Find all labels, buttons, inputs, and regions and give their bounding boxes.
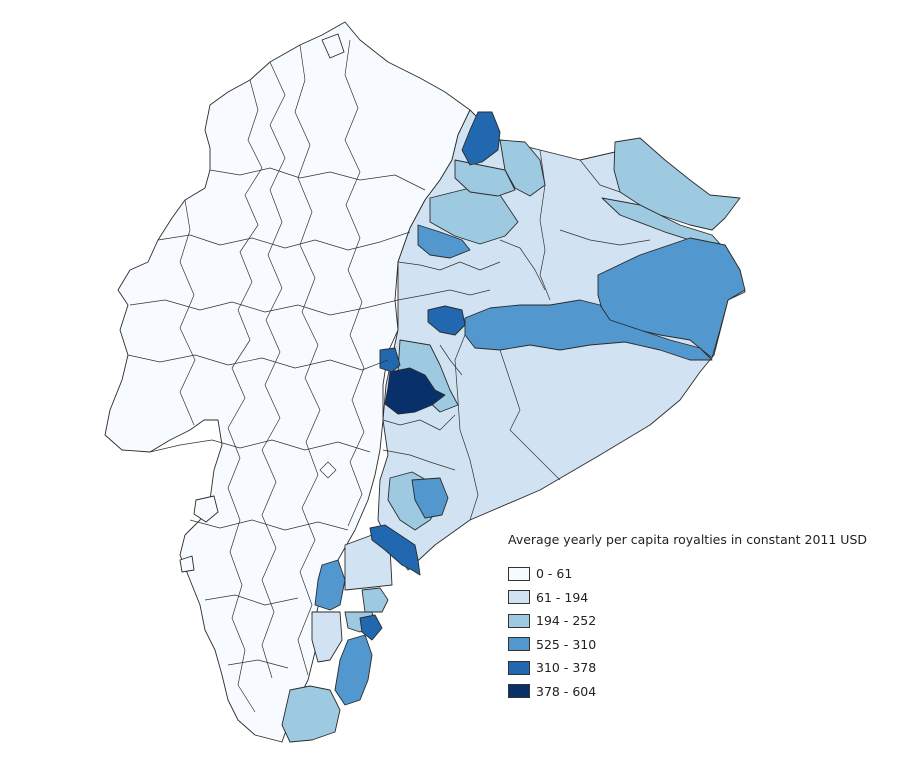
legend-item: 194 - 252 [508, 609, 867, 633]
region-class-525-310-c [417, 224, 471, 259]
legend-swatch [508, 566, 530, 581]
region-class-310-378-b [427, 305, 466, 336]
legend-swatch [508, 613, 530, 628]
region-class-525-310-e [314, 559, 346, 611]
legend-item: 378 - 604 [508, 680, 867, 704]
region-class-0-west [104, 21, 471, 743]
legend-item: 310 - 378 [508, 656, 867, 680]
internal-boundaries-east [382, 149, 651, 521]
legend-label: 310 - 378 [536, 660, 597, 676]
legend-label: 194 - 252 [536, 613, 597, 629]
region-class-378-604 [384, 367, 446, 415]
legend-item: 0 - 61 [508, 562, 867, 586]
legend-swatch [508, 590, 530, 605]
map-legend: Average yearly per capita royalties in c… [508, 532, 867, 703]
region-class-310-378-e [359, 614, 383, 641]
legend-swatch [508, 660, 530, 675]
island-1 [193, 495, 219, 523]
region-class-525-310-b [464, 299, 713, 361]
region-class-310-378-d [369, 524, 421, 576]
region-class-525-310-d [411, 477, 449, 519]
region-class-194-252-e [454, 159, 516, 197]
legend-label: 61 - 194 [536, 589, 589, 605]
legend-label: 378 - 604 [536, 683, 597, 699]
legend-label: 525 - 310 [536, 636, 597, 652]
region-class-310-378-c [379, 347, 401, 373]
legend-item: 525 - 310 [508, 633, 867, 657]
internal-boundaries-west [127, 39, 426, 713]
island-2 [321, 33, 345, 59]
region-class-194-252-a [613, 137, 741, 231]
legend-swatch [508, 637, 530, 652]
region-class-525-310-f [334, 634, 373, 706]
region-class-310-378-a [461, 111, 501, 166]
region-class-61-194-south-b [311, 611, 343, 663]
legend-swatch [508, 684, 530, 699]
legend-item: 61 - 194 [508, 586, 867, 610]
legend-title: Average yearly per capita royalties in c… [508, 532, 868, 547]
region-class-194-252-i [361, 587, 389, 613]
region-class-194-252-h [281, 685, 341, 743]
island-3 [179, 555, 195, 573]
legend-label: 0 - 61 [536, 566, 573, 582]
